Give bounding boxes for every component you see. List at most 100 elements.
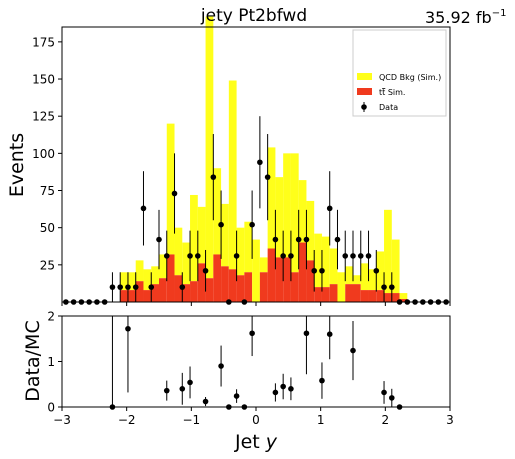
qcd-bar: [337, 272, 345, 302]
ttbar-bar: [345, 284, 353, 302]
qcd-bar: [206, 17, 214, 279]
ttbar-bar: [322, 287, 330, 302]
ratio-plot-panel: 012 −3 −2 −1 0 1 2 3: [47, 310, 453, 428]
ttbar-bar: [283, 257, 291, 302]
data-point: [203, 268, 209, 274]
qcd-bar: [260, 257, 268, 272]
main-y-tick-label: 175: [32, 35, 55, 49]
ratio-x-tick-label: −3: [53, 413, 71, 427]
qcd-bar: [190, 195, 198, 281]
ratio-point: [164, 388, 170, 394]
ratio-point: [327, 331, 333, 337]
qcd-bar: [237, 228, 245, 276]
ratio-point: [179, 386, 185, 392]
main-y-ticks: 255075100125150175: [32, 35, 62, 272]
ratio-point: [319, 378, 325, 384]
data-point: [335, 237, 341, 243]
data-point: [148, 284, 154, 290]
ratio-point: [288, 386, 294, 392]
ratio-point: [203, 399, 209, 405]
legend-swatch-ttbar: [357, 88, 372, 95]
qcd-bar: [361, 263, 369, 290]
data-point: [342, 253, 348, 259]
legend-label-ttbar: tt Sim.: [379, 88, 405, 97]
ttbar-bar: [361, 290, 369, 302]
qcd-bar: [283, 153, 291, 257]
main-y-tick-label: 50: [40, 221, 55, 235]
data-point: [218, 222, 224, 228]
main-x-ticks: [62, 302, 450, 306]
ttbar-bar: [314, 287, 322, 302]
ratio-x-ticks: −3 −2 −1 0 1 2 3: [53, 407, 454, 427]
data-point: [350, 253, 356, 259]
main-y-tick-label: 25: [40, 258, 55, 272]
ratio-point: [273, 390, 279, 396]
qcd-bar: [353, 275, 361, 284]
ttbar-bar: [190, 281, 198, 302]
data-point: [296, 237, 302, 243]
qcd-bar: [400, 293, 408, 299]
qcd-bar: [182, 243, 190, 285]
ttbar-bar: [260, 272, 268, 302]
qcd-bar: [167, 124, 175, 255]
data-point: [280, 253, 286, 259]
ratio-x-tick-label: 0: [252, 413, 260, 427]
ratio-point: [280, 384, 286, 390]
data-point: [265, 174, 271, 180]
x-axis-label: Jet y: [234, 431, 278, 453]
qcd-bar: [384, 210, 392, 293]
ttbar-bar: [120, 290, 128, 302]
data-point: [156, 237, 162, 243]
ttbar-bar: [221, 266, 229, 302]
ratio-point: [249, 330, 255, 336]
ttbar-bar: [143, 290, 151, 302]
qcd-bar: [314, 234, 322, 288]
data-point: [110, 284, 116, 290]
data-point: [195, 253, 201, 259]
data-point: [133, 284, 139, 290]
data-point: [117, 284, 123, 290]
ratio-y-axis-label: Data/MC: [22, 320, 44, 401]
legend-label-data: Data: [379, 103, 398, 112]
ttbar-bar: [353, 284, 361, 302]
qcd-bar: [229, 81, 237, 270]
data-point: [319, 268, 325, 274]
ttbar-bar: [384, 293, 392, 302]
qcd-bar: [322, 237, 330, 288]
qcd-bar: [306, 201, 314, 260]
ratio-point: [350, 348, 356, 354]
ttbar-bar: [268, 248, 276, 302]
qcd-bar: [275, 177, 283, 257]
qcd-bar: [151, 266, 159, 284]
ratio-x-tick-label: −2: [118, 413, 136, 427]
main-y-axis-label: Events: [6, 133, 28, 197]
ttbar-bar: [159, 278, 167, 302]
main-y-tick-label: 100: [32, 147, 55, 161]
data-point: [179, 284, 185, 290]
legend-label-qcd: QCD Bkg (Sim.): [379, 73, 441, 82]
data-point: [304, 237, 310, 243]
ratio-data-points: [110, 316, 403, 410]
ratio-y-ticks: 0 1 2: [47, 310, 62, 415]
data-point: [366, 253, 372, 259]
ratio-point: [381, 390, 387, 396]
qcd-bar: [330, 248, 338, 284]
chart-title: jety Pt2bfwd: [200, 6, 307, 26]
legend-data-marker: [361, 104, 367, 110]
qcd-bar: [345, 266, 353, 284]
main-y-tick-label: 125: [32, 110, 55, 124]
ttbar-bar: [206, 278, 214, 302]
main-y-tick-label: 75: [40, 184, 55, 198]
legend-swatch-qcd: [357, 73, 372, 80]
qcd-bar: [244, 222, 252, 273]
data-point: [234, 253, 240, 259]
data-point: [257, 159, 263, 165]
data-point: [172, 191, 178, 197]
data-point: [327, 206, 333, 212]
qcd-bar: [252, 240, 260, 302]
ttbar-bar: [213, 254, 221, 302]
data-point: [211, 174, 217, 180]
data-point: [311, 268, 317, 274]
ratio-x-tick-label: 3: [446, 413, 454, 427]
ttbar-bar: [136, 281, 144, 302]
